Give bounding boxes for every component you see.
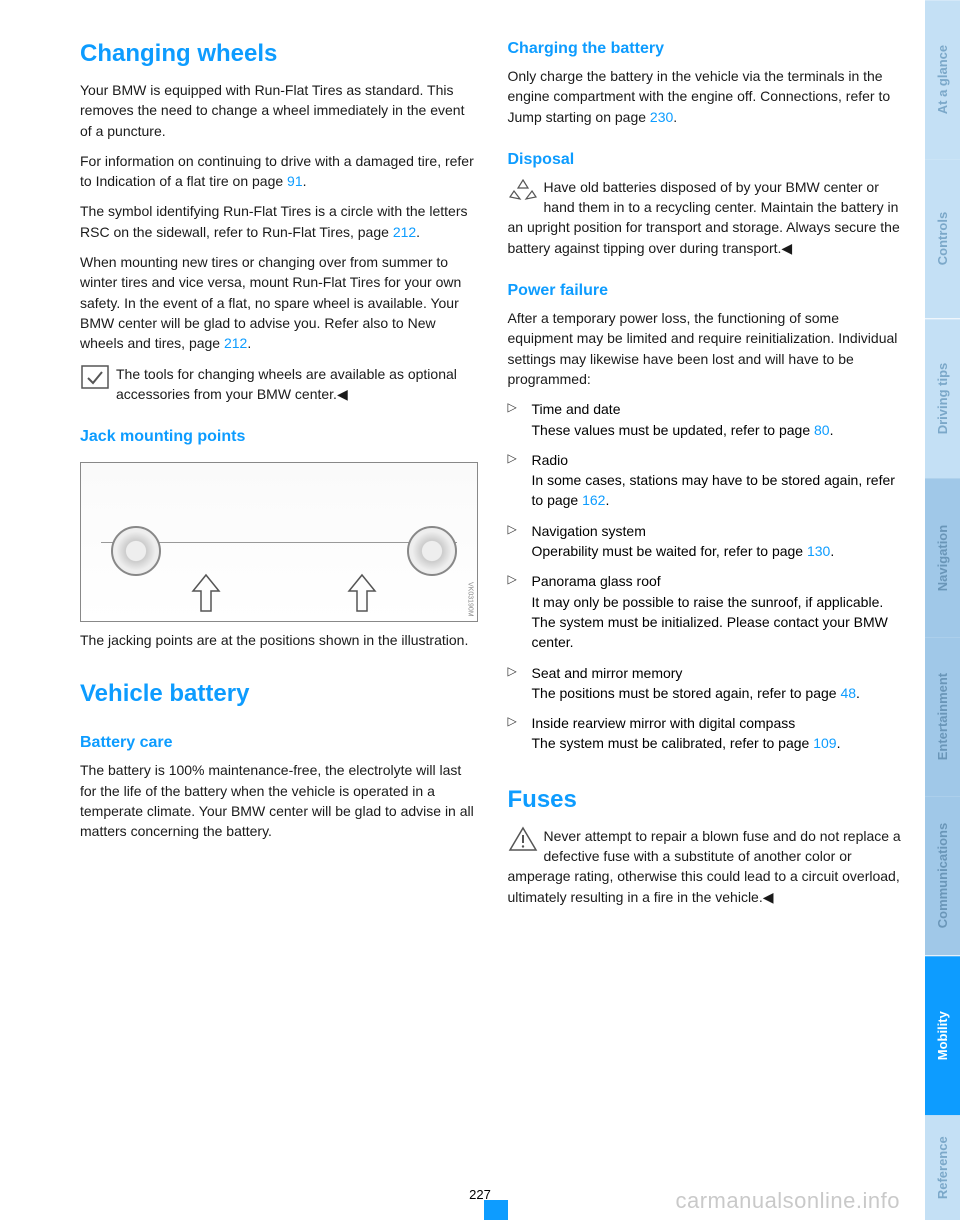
paragraph: When mounting new tires or changing over… [80,252,478,353]
paragraph: The symbol identifying Run-Flat Tires is… [80,201,478,242]
page-link[interactable]: 162 [582,492,605,508]
warning-icon [508,826,538,852]
paragraph: The jacking points are at the positions … [80,630,478,650]
heading-disposal: Disposal [508,151,906,169]
page-marker [484,1200,508,1220]
page-link[interactable]: 130 [807,543,830,559]
power-failure-list: Time and date These values must be updat… [508,399,906,763]
watermark: carmanualsonline.info [675,1188,900,1214]
tab-controls[interactable]: Controls [925,159,960,318]
info-note: The tools for changing wheels are availa… [80,364,478,405]
tab-navigation[interactable]: Navigation [925,478,960,637]
section-tabs: At a glance Controls Driving tips Naviga… [925,0,960,1220]
tab-communications[interactable]: Communications [925,796,960,955]
tab-reference[interactable]: Reference [925,1115,960,1220]
info-icon [80,364,110,390]
heading-changing-wheels: Changing wheels [80,40,478,68]
jack-points-illustration: VK03190M [80,462,478,622]
tab-mobility[interactable]: Mobility [925,956,960,1115]
paragraph: After a temporary power loss, the functi… [508,308,906,389]
page-link[interactable]: 91 [287,173,303,189]
page-link[interactable]: 109 [813,735,836,751]
page-link[interactable]: 212 [224,335,247,351]
heading-vehicle-battery: Vehicle battery [80,680,478,708]
heading-power-failure: Power failure [508,282,906,300]
tab-at-a-glance[interactable]: At a glance [925,0,960,159]
tab-driving-tips[interactable]: Driving tips [925,319,960,478]
page-link[interactable]: 230 [650,109,673,125]
page-link[interactable]: 48 [840,685,856,701]
list-item: Panorama glass roof It may only be possi… [508,571,906,652]
page-link[interactable]: 212 [393,224,416,240]
disposal-note: Have old batteries disposed of by your B… [508,177,906,258]
paragraph: Your BMW is equipped with Run-Flat Tires… [80,80,478,141]
paragraph: For information on continuing to drive w… [80,151,478,192]
paragraph: The battery is 100% maintenance-free, th… [80,760,478,841]
illustration-code: VK03190M [467,582,474,617]
recycle-icon [508,177,538,203]
list-item: Time and date These values must be updat… [508,399,906,440]
heading-jack-points: Jack mounting points [80,428,478,446]
left-column: Changing wheels Your BMW is equipped wit… [80,40,478,1200]
heading-fuses: Fuses [508,786,906,814]
arrow-up-icon [347,573,377,613]
heading-charging: Charging the battery [508,40,906,58]
warning-note: Never attempt to repair a blown fuse and… [508,826,906,907]
list-item: Navigation system Operability must be wa… [508,521,906,562]
page-link[interactable]: 80 [814,422,830,438]
list-item: Inside rearview mirror with digital comp… [508,713,906,754]
paragraph: Only charge the battery in the vehicle v… [508,66,906,127]
list-item: Radio In some cases, stations may have t… [508,450,906,511]
list-item: Seat and mirror memory The positions mus… [508,663,906,704]
tab-entertainment[interactable]: Entertainment [925,637,960,796]
right-column: Charging the battery Only charge the bat… [508,40,906,1200]
heading-battery-care: Battery care [80,734,478,752]
arrow-up-icon [191,573,221,613]
